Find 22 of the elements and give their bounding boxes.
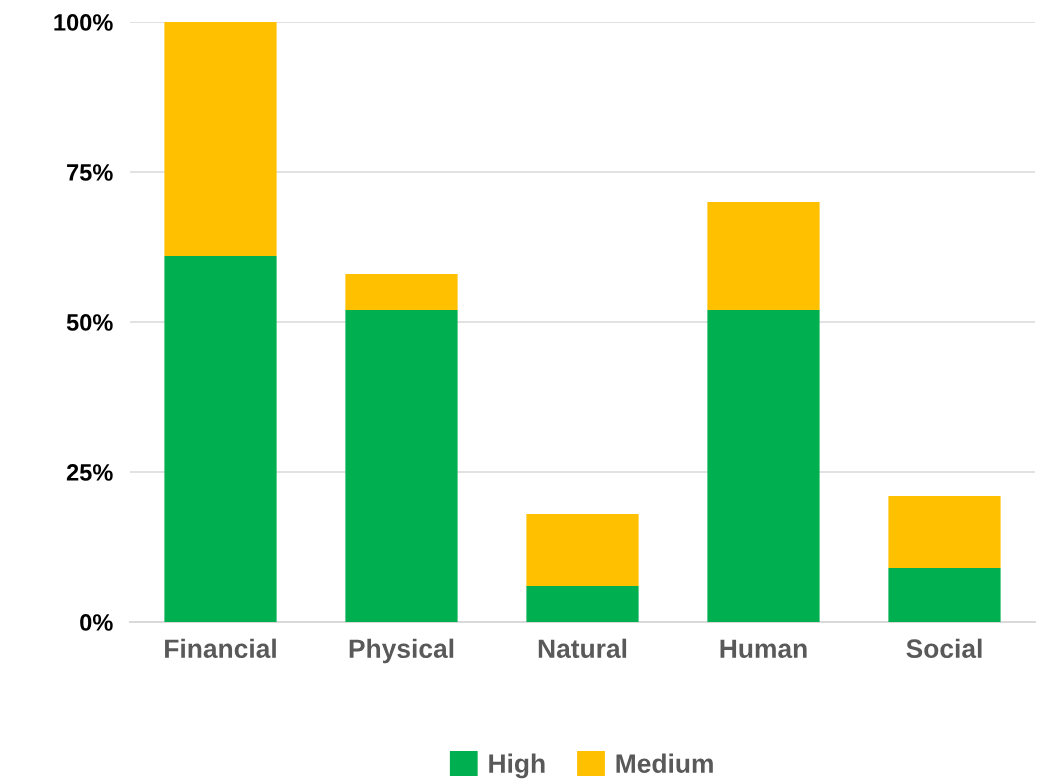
bar (345, 274, 458, 310)
x-tick-label: Natural (538, 638, 627, 659)
bar (345, 310, 458, 622)
y-tick-label: 0% (80, 614, 113, 631)
bar (707, 202, 820, 310)
bar (164, 256, 277, 622)
legend-label: High (489, 753, 545, 779)
x-tick-label: Human (720, 639, 807, 659)
bar (888, 568, 1001, 622)
bar (888, 496, 1001, 568)
x-tick-label: Financial (165, 638, 276, 659)
bar (526, 514, 639, 586)
bar (707, 310, 820, 622)
x-tick-label: Social (906, 638, 982, 659)
bar (164, 22, 277, 256)
bar (526, 586, 639, 622)
y-tick-label: 75% (67, 164, 113, 181)
y-tick-label: 50% (66, 314, 113, 331)
y-tick-label: 100% (54, 14, 113, 31)
x-tick-label: Physical (349, 638, 454, 664)
y-tick-label: 25% (66, 464, 113, 481)
legend-label: Medium (616, 753, 713, 773)
